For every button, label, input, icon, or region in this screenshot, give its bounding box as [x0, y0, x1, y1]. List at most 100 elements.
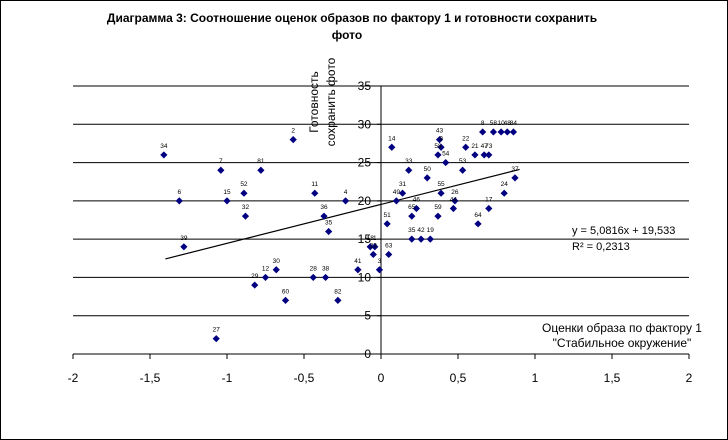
data-label-32: 32 [242, 204, 250, 211]
x-tick-label: -1,5 [140, 371, 161, 385]
data-label-3: 3 [378, 258, 382, 265]
data-point-48 [503, 128, 511, 136]
data-point-50 [423, 174, 431, 182]
trendline-r-squared: R² = 0,2313 [572, 241, 630, 253]
chart-title-line1: Диаграмма 3: Соотношение оценок образов … [107, 11, 597, 25]
data-label-53: 53 [459, 158, 467, 165]
data-point-49 [392, 197, 400, 205]
data-point-53 [459, 166, 467, 174]
y-tick-label: 10 [358, 270, 372, 284]
data-label-82: 82 [334, 288, 342, 295]
data-label-39: 39 [180, 235, 188, 242]
data-point-73 [485, 151, 493, 159]
data-label-9: 9 [439, 135, 443, 142]
data-label-60: 60 [282, 288, 290, 295]
data-label-44: 44 [450, 197, 458, 204]
data-point-17 [485, 204, 493, 213]
data-point-41 [354, 266, 362, 274]
data-label-29: 29 [251, 273, 259, 280]
data-point-63 [385, 250, 393, 259]
data-point-44 [449, 204, 457, 213]
data-label-54: 54 [442, 151, 450, 158]
y-tick-label: 15 [358, 232, 372, 246]
data-label-15: 15 [223, 189, 231, 196]
x-tick-label: 0 [378, 371, 385, 385]
data-point-6 [175, 197, 183, 205]
data-point-52 [240, 189, 248, 197]
data-label-21: 21 [471, 143, 479, 150]
data-point-10 [497, 128, 505, 136]
data-label-22: 22 [462, 135, 470, 142]
y-tick-label: 35 [358, 79, 372, 93]
data-label-58: 58 [490, 120, 498, 127]
data-label-1: 1 [373, 235, 377, 242]
x-axis-label-line2: "Стабильное окружение" [553, 336, 692, 350]
data-point-36 [320, 212, 328, 220]
data-point-47 [480, 151, 488, 159]
data-point-58 [489, 128, 498, 136]
data-point-65 [408, 212, 416, 220]
y-tick-label: 30 [358, 117, 372, 131]
data-label-81: 81 [257, 158, 265, 165]
data-label-27: 27 [213, 327, 221, 334]
data-label-18: 18 [367, 235, 375, 242]
data-label-51: 51 [384, 212, 392, 219]
y-tick-label: 20 [358, 194, 372, 208]
data-label-59: 59 [434, 204, 442, 211]
data-label-47: 47 [481, 143, 489, 150]
data-label-50: 50 [424, 166, 432, 173]
data-point-8 [479, 128, 487, 136]
data-point-54 [442, 158, 450, 167]
data-point-18 [366, 243, 374, 251]
data-point-31 [398, 189, 407, 197]
data-label-52: 52 [240, 181, 248, 188]
data-label-8: 8 [481, 120, 485, 127]
y-axis-label-line1: Готовность [307, 71, 321, 133]
data-label-43: 43 [436, 128, 444, 135]
x-tick-label: -2 [68, 371, 79, 385]
data-point-26 [451, 197, 459, 205]
data-label-63: 63 [385, 242, 393, 249]
data-point-24 [500, 189, 508, 197]
data-point-60 [281, 296, 290, 304]
data-label-11: 11 [311, 181, 318, 188]
data-point-38 [321, 273, 330, 282]
data-label-34: 34 [160, 143, 168, 150]
data-label-30: 30 [273, 258, 281, 265]
data-point-64 [474, 220, 482, 228]
data-label-65: 65 [408, 204, 416, 211]
data-point-11 [311, 189, 319, 197]
data-label-35: 35 [325, 219, 333, 226]
data-label-37: 37 [511, 166, 519, 173]
data-label-42: 42 [417, 227, 425, 234]
x-tick-label: -0,5 [294, 371, 315, 385]
data-point-14 [388, 143, 396, 151]
data-point-19 [426, 235, 434, 243]
data-label-55: 55 [437, 181, 445, 188]
data-point-23 [369, 250, 377, 259]
data-label-33: 33 [405, 158, 413, 165]
data-label-4: 4 [344, 189, 348, 196]
data-point-30 [272, 266, 280, 274]
x-tick-label: 1 [532, 371, 539, 385]
data-point-21 [471, 151, 479, 159]
data-label-58: 58 [434, 143, 442, 150]
data-point-29 [251, 281, 259, 289]
data-point-28 [309, 273, 317, 282]
data-label-28: 28 [310, 265, 318, 272]
data-point-22 [462, 143, 470, 151]
data-point-82 [334, 296, 342, 304]
data-point-32 [241, 212, 250, 220]
data-point-51 [383, 220, 391, 228]
data-label-48: 48 [504, 120, 512, 127]
data-point-3 [375, 266, 384, 274]
data-label-14: 14 [388, 135, 396, 142]
data-point-35 [408, 235, 416, 243]
data-point-46 [412, 204, 421, 213]
data-point-7 [217, 166, 225, 174]
data-label-49: 49 [393, 189, 401, 196]
data-label-2: 2 [291, 128, 295, 135]
data-point-58 [434, 151, 442, 159]
data-point-42 [417, 235, 425, 243]
